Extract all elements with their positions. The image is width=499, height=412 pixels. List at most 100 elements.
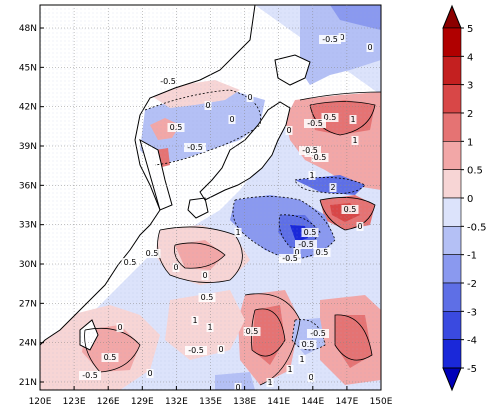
contour-label: 1 xyxy=(287,365,292,374)
lat-tick-label: 39N xyxy=(19,142,37,152)
contour-label-bg xyxy=(167,123,185,132)
lon-tick-label: 141E xyxy=(267,397,290,407)
colorbar-label: -1 xyxy=(467,251,477,262)
contour-label-bg xyxy=(146,369,154,378)
contour-label: 0 xyxy=(367,43,372,52)
contour-label: 0 xyxy=(339,33,344,42)
contour-label: 2 xyxy=(330,183,335,192)
contour-label-bg xyxy=(329,183,337,192)
contour-label: 0 xyxy=(286,126,291,135)
contour-label-bg xyxy=(228,115,236,124)
contour-label: 0 xyxy=(147,369,152,378)
contour-label: -0.5 xyxy=(322,35,338,44)
contour-label: 0.5 xyxy=(314,153,327,162)
contour-label: -0.5 xyxy=(188,346,204,355)
gridlines xyxy=(40,5,381,390)
colorbar-label: -0.5 xyxy=(467,222,487,233)
contour-label: 0.5 xyxy=(246,327,259,336)
lon-tick-label: 123E xyxy=(63,397,86,407)
colorbar-segment xyxy=(442,27,462,57)
contour-label: 0.5 xyxy=(104,353,117,362)
contour-label: 0 xyxy=(308,373,313,382)
mainland-coastline xyxy=(40,5,256,346)
contour-label-bg xyxy=(301,228,319,237)
contour-label-bg xyxy=(201,271,209,280)
contour-label: 1 xyxy=(299,355,304,364)
contour-label: 1 xyxy=(207,323,212,332)
lat-tick-label: 27N xyxy=(19,299,37,309)
colorbar-segment xyxy=(442,339,462,369)
lat-tick-label: 24N xyxy=(19,339,37,349)
contour-label: 0.5 xyxy=(316,248,329,257)
contour-label: 0 xyxy=(247,93,252,102)
lon-tick-label: 132E xyxy=(165,397,188,407)
colorbar-label: -3 xyxy=(467,307,477,318)
contour-label: -0.5 xyxy=(298,240,314,249)
contour-label: 0.5 xyxy=(302,340,315,349)
contour-label-bg xyxy=(234,383,242,392)
colorbar-segment xyxy=(442,56,462,85)
contour-label-bg xyxy=(246,93,254,102)
contour-label-bg xyxy=(285,126,293,135)
lon-tick-label: 126E xyxy=(97,397,120,407)
contour-label: -0.5 xyxy=(187,143,203,152)
contour-label: 1 xyxy=(309,171,314,180)
contour-label-bg xyxy=(351,136,359,145)
contour-label: -0.5 xyxy=(82,371,98,380)
lon-tick-label: 120E xyxy=(29,397,52,407)
contour-label: 1 xyxy=(235,228,240,237)
contour-label: -0.5 xyxy=(302,146,318,155)
contour-label: 0 xyxy=(294,248,299,257)
contour-label: 1 xyxy=(192,316,197,325)
lat-tick-label: 42N xyxy=(19,103,37,113)
colorbar-segment xyxy=(442,141,462,170)
longitude-tick-labels: 120E 123E 126E 129E 132E 135E 138E 141E 144E 147E… xyxy=(29,386,393,407)
colorbar-label: 4 xyxy=(467,52,473,63)
colorbar-label: 0.5 xyxy=(467,166,483,177)
contour-label-bg xyxy=(116,323,124,332)
contour-label-bg xyxy=(313,248,331,257)
colorbar-lower-arrow xyxy=(442,367,462,392)
lon-tick-label: 135E xyxy=(199,397,222,407)
lon-tick-label: 138E xyxy=(233,397,256,407)
contour-label: 0 xyxy=(117,323,122,332)
contour-label: -0.5 xyxy=(307,119,323,128)
lon-tick-label: 147E xyxy=(335,397,358,407)
colorbar-segment xyxy=(442,254,462,284)
contour-label-bg xyxy=(279,254,301,263)
colorbar-label: -2 xyxy=(467,279,477,290)
kyushu-coastline xyxy=(187,197,209,219)
contour-label: 0 xyxy=(229,115,234,124)
colorbar-label: 3 xyxy=(467,81,473,92)
contour-label: 0 xyxy=(235,383,240,392)
contour-label-bg xyxy=(206,323,214,332)
colorbar-label: 1 xyxy=(467,137,473,148)
contour-label: 0 xyxy=(202,271,207,280)
contour-label: -0.5 xyxy=(310,329,326,338)
contour-label-bg xyxy=(349,115,357,124)
lon-tick-label: 129E xyxy=(131,397,154,407)
contour-label: 0.5 xyxy=(304,228,317,237)
contour-label: 0.5 xyxy=(146,249,159,258)
contour-label-bg xyxy=(311,153,329,162)
colorbar-segment xyxy=(442,311,462,340)
contour-label: 0 xyxy=(173,263,178,272)
contour-label-bg xyxy=(308,171,316,180)
colorbar-label: 5 xyxy=(467,24,473,35)
contour-label: 1 xyxy=(350,115,355,124)
korea-coastline xyxy=(139,138,173,211)
contour-labels: 00-0.5-0.5000.5-0.500.511-0.500-0.50.512… xyxy=(79,33,374,392)
colorbar-segment xyxy=(442,226,462,255)
contour-label-bg xyxy=(319,35,341,44)
contour-label: 0.5 xyxy=(324,113,337,122)
colorbar-segment xyxy=(442,112,462,142)
contour-label-bg xyxy=(204,101,212,110)
contour-label-bg xyxy=(243,327,261,336)
contour-label-bg xyxy=(307,373,315,382)
contour-label-bg xyxy=(101,353,119,362)
contour-label: 0 xyxy=(357,222,362,231)
contour-label-bg xyxy=(121,258,139,267)
contour-label-bg xyxy=(234,228,242,237)
contour-label: 1 xyxy=(267,378,272,387)
